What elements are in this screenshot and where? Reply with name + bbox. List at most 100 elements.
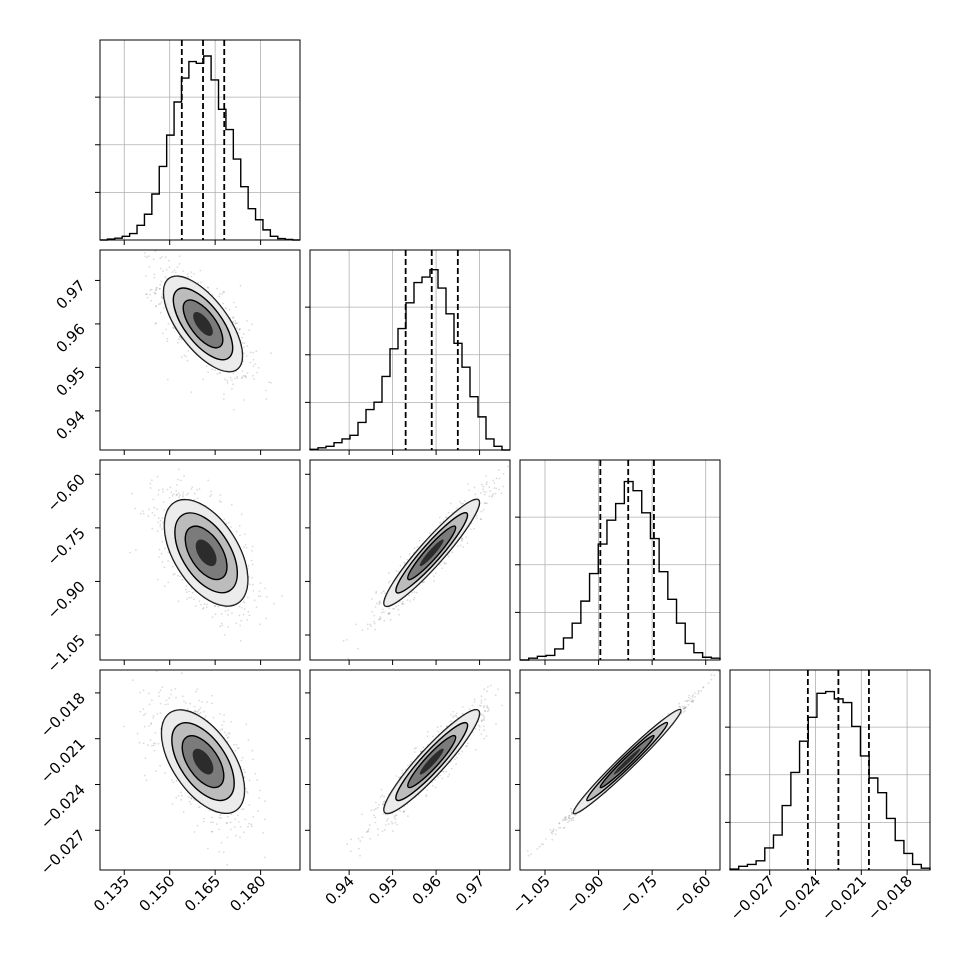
- scatter-point: [229, 821, 232, 824]
- scatter-point: [171, 271, 174, 273]
- scatter-point: [160, 301, 163, 304]
- scatter-point: [234, 749, 237, 752]
- scatter-point: [225, 307, 228, 310]
- scatter-point: [242, 333, 245, 335]
- scatter-point: [482, 714, 484, 716]
- scatter-point: [175, 796, 178, 799]
- scatter-point: [252, 365, 255, 368]
- scatter-point: [702, 686, 704, 689]
- scatter-point: [176, 493, 178, 496]
- scatter-point: [204, 715, 207, 717]
- scatter-point: [177, 478, 179, 481]
- scatter-point: [383, 611, 385, 613]
- scatter-point: [387, 581, 390, 584]
- scatter-point: [681, 705, 684, 708]
- scatter-point: [482, 485, 485, 488]
- scatter-point: [173, 269, 176, 272]
- scatter-point: [178, 255, 181, 257]
- scatter-point: [207, 847, 209, 850]
- scatter-point: [458, 752, 460, 755]
- scatter-point: [413, 751, 416, 753]
- scatter-point: [403, 810, 406, 812]
- scatter-point: [181, 794, 183, 797]
- scatter-point: [156, 508, 159, 511]
- scatter-point: [431, 781, 434, 784]
- scatter-point: [222, 851, 225, 854]
- scatter-point: [152, 742, 155, 744]
- scatter-point: [178, 468, 180, 471]
- scatter-point: [397, 776, 400, 779]
- scatter-point: [473, 486, 476, 489]
- scatter-point: [447, 555, 450, 558]
- scatter-point: [449, 502, 452, 505]
- scatter-point: [216, 287, 218, 290]
- scatter-point: [158, 548, 161, 551]
- scatter-point: [238, 524, 241, 527]
- scatter-point: [172, 781, 175, 783]
- scatter-point: [138, 741, 141, 744]
- scatter-point: [480, 705, 482, 707]
- scatter-point: [373, 620, 375, 623]
- scatter-point: [384, 813, 387, 816]
- scatter-point: [218, 816, 221, 819]
- scatter-point: [244, 375, 247, 377]
- scatter-point: [466, 542, 469, 544]
- scatter-point: [484, 502, 487, 505]
- scatter-point: [438, 516, 441, 519]
- scatter-point: [142, 689, 145, 692]
- scatter-point: [485, 491, 487, 494]
- scatter-point: [255, 350, 258, 353]
- scatter-point: [244, 375, 247, 378]
- scatter-point: [193, 498, 196, 501]
- scatter-point: [235, 530, 238, 533]
- scatter-point: [227, 626, 230, 628]
- scatter-point: [236, 747, 239, 749]
- scatter-point: [243, 608, 246, 610]
- scatter-point: [398, 613, 400, 616]
- scatter-point: [170, 693, 173, 696]
- scatter-point: [161, 297, 164, 299]
- scatter-point: [163, 509, 166, 511]
- scatter-point: [682, 708, 685, 710]
- scatter-point: [162, 501, 165, 503]
- scatter-point: [433, 579, 435, 582]
- scatter-point: [167, 322, 170, 325]
- scatter-point: [247, 610, 250, 613]
- scatter-point: [144, 712, 147, 715]
- scatter-point: [487, 706, 490, 709]
- scatter-point: [453, 715, 455, 718]
- scatter-point: [232, 320, 234, 323]
- scatter-point: [244, 771, 246, 774]
- scatter-point: [480, 699, 483, 702]
- scatter-point: [153, 273, 156, 276]
- scatter-point: [212, 716, 215, 719]
- scatter-point: [478, 729, 481, 731]
- scatter-point: [381, 611, 383, 614]
- scatter-point: [233, 301, 235, 304]
- scatter-point: [190, 798, 193, 800]
- scatter-point: [257, 595, 260, 598]
- scatter-point: [498, 477, 501, 480]
- scatter-point: [379, 617, 382, 620]
- scatter-point: [171, 565, 174, 568]
- scatter-point: [397, 570, 400, 573]
- scatter-point: [402, 810, 405, 813]
- scatter-point: [162, 490, 165, 493]
- scatter-point: [172, 326, 175, 329]
- scatter-point: [241, 872, 243, 874]
- scatter-point: [175, 489, 178, 492]
- scatter-point: [218, 371, 221, 374]
- scatter-point: [232, 383, 235, 386]
- scatter-point: [247, 739, 250, 741]
- scatter-point: [484, 710, 487, 713]
- scatter-point: [413, 747, 416, 750]
- scatter-point: [186, 598, 188, 600]
- scatter-point: [207, 479, 210, 482]
- panel-content: [346, 684, 503, 857]
- scatter-point: [402, 811, 405, 814]
- scatter-point: [154, 742, 157, 745]
- scatter-point: [190, 488, 193, 491]
- scatter-point: [179, 575, 182, 578]
- scatter-point: [342, 639, 345, 642]
- scatter-point: [154, 293, 157, 295]
